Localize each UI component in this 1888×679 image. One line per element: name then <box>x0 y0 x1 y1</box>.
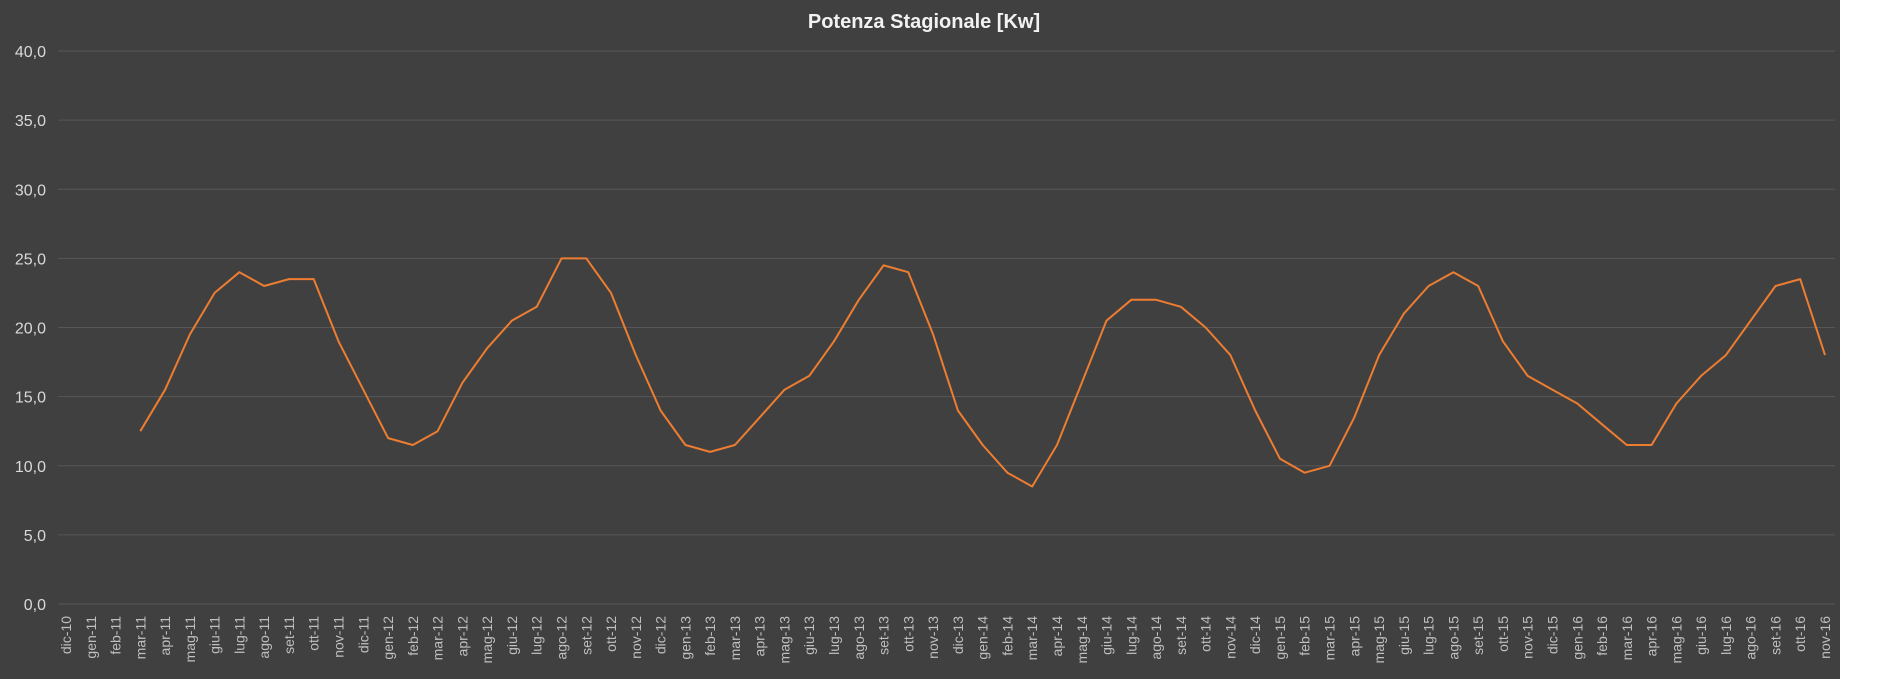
x-tick-label: mag-15 <box>1371 616 1387 664</box>
chart-title: Potenza Stagionale [Kw] <box>808 11 1040 33</box>
x-tick-label: apr-16 <box>1644 616 1660 657</box>
x-tick-label: giu-16 <box>1693 616 1709 655</box>
x-tick-label: dic-15 <box>1544 616 1560 654</box>
x-tick-label: mar-14 <box>1024 616 1040 661</box>
x-tick-label: giu-11 <box>207 616 223 654</box>
y-tick-label: 35,0 <box>15 113 46 130</box>
x-tick-label: set-15 <box>1470 616 1486 655</box>
x-tick-label: gen-16 <box>1569 616 1585 660</box>
x-tick-label: nov-12 <box>628 616 644 659</box>
y-tick-label: 20,0 <box>15 321 46 338</box>
y-tick-label: 15,0 <box>15 390 46 407</box>
x-tick-label: mag-11 <box>182 616 198 663</box>
x-tick-label: dic-13 <box>950 616 966 654</box>
x-tick-label: set-16 <box>1767 616 1783 655</box>
x-tick-label: dic-10 <box>58 616 74 654</box>
x-tick-label: giu-14 <box>1099 616 1115 655</box>
x-tick-label: ott-12 <box>603 616 619 652</box>
x-tick-label: nov-15 <box>1520 616 1536 659</box>
x-tick-label: feb-11 <box>108 616 124 655</box>
x-tick-label: set-11 <box>281 616 297 654</box>
x-tick-label: feb-15 <box>1297 616 1313 656</box>
x-tick-label: mar-11 <box>132 616 148 660</box>
x-tick-label: apr-15 <box>1346 616 1362 657</box>
x-tick-label: ago-14 <box>1148 616 1164 660</box>
y-tick-label: 5,0 <box>24 528 46 545</box>
x-tick-label: mag-13 <box>776 616 792 664</box>
x-tick-label: lug-12 <box>529 616 545 655</box>
chart-area <box>0 0 1840 679</box>
x-tick-label: gen-13 <box>677 616 693 660</box>
x-tick-label: feb-12 <box>405 616 421 656</box>
x-tick-label: gen-12 <box>380 616 396 660</box>
x-tick-label: set-13 <box>876 616 892 655</box>
x-tick-label: mag-12 <box>479 616 495 664</box>
x-tick-label: ago-11 <box>256 616 272 659</box>
x-tick-label: giu-15 <box>1396 616 1412 655</box>
x-tick-label: mar-15 <box>1322 616 1338 661</box>
x-tick-label: ott-13 <box>900 616 916 652</box>
x-tick-label: dic-11 <box>355 616 371 653</box>
x-tick-label: ago-12 <box>553 616 569 660</box>
x-tick-label: lug-14 <box>1123 616 1139 655</box>
x-tick-label: lug-13 <box>826 616 842 655</box>
x-tick-label: set-14 <box>1173 616 1189 655</box>
x-tick-label: feb-16 <box>1594 616 1610 656</box>
y-tick-label: 40,0 <box>15 44 46 61</box>
x-tick-label: mag-16 <box>1668 616 1684 664</box>
x-tick-label: ago-15 <box>1445 616 1461 660</box>
y-tick-label: 30,0 <box>15 182 46 199</box>
x-tick-label: ott-11 <box>306 616 322 651</box>
x-tick-label: ago-16 <box>1743 616 1759 660</box>
x-tick-label: mar-16 <box>1619 616 1635 661</box>
sheet-background <box>1840 0 1888 679</box>
x-tick-label: ott-15 <box>1495 616 1511 652</box>
line-series <box>139 257 1826 488</box>
x-tick-label: nov-14 <box>1222 616 1238 659</box>
x-tick-label: lug-15 <box>1421 616 1437 655</box>
x-tick-label: apr-11 <box>157 616 173 656</box>
x-tick-label: nov-11 <box>331 616 347 658</box>
y-tick-label: 0,0 <box>24 597 46 614</box>
x-tick-label: mar-12 <box>430 616 446 661</box>
x-tick-label: dic-14 <box>1247 616 1263 654</box>
x-tick-label: ott-16 <box>1792 616 1808 652</box>
x-tick-label: nov-13 <box>925 616 941 659</box>
x-tick-label: nov-16 <box>1817 616 1833 659</box>
x-tick-label: ott-14 <box>1198 616 1214 652</box>
x-tick-label: set-12 <box>578 616 594 655</box>
x-tick-label: apr-14 <box>1049 616 1065 657</box>
x-tick-label: lug-16 <box>1718 616 1734 655</box>
x-tick-label: apr-12 <box>454 616 470 657</box>
x-tick-label: gen-15 <box>1272 616 1288 660</box>
y-tick-label: 25,0 <box>15 251 46 268</box>
x-tick-label: lug-11 <box>231 616 247 654</box>
x-tick-label: apr-13 <box>752 616 768 657</box>
x-tick-label: mag-14 <box>1074 616 1090 664</box>
x-tick-label: feb-13 <box>702 616 718 656</box>
x-tick-label: mar-13 <box>727 616 743 661</box>
x-tick-label: gen-14 <box>975 616 991 660</box>
x-tick-label: feb-14 <box>999 616 1015 656</box>
x-tick-label: ago-13 <box>851 616 867 660</box>
x-tick-label: giu-12 <box>504 616 520 655</box>
x-tick-label: gen-11 <box>83 616 99 659</box>
y-tick-label: 10,0 <box>15 459 46 476</box>
x-tick-label: giu-13 <box>801 616 817 655</box>
x-tick-label: dic-12 <box>653 616 669 654</box>
